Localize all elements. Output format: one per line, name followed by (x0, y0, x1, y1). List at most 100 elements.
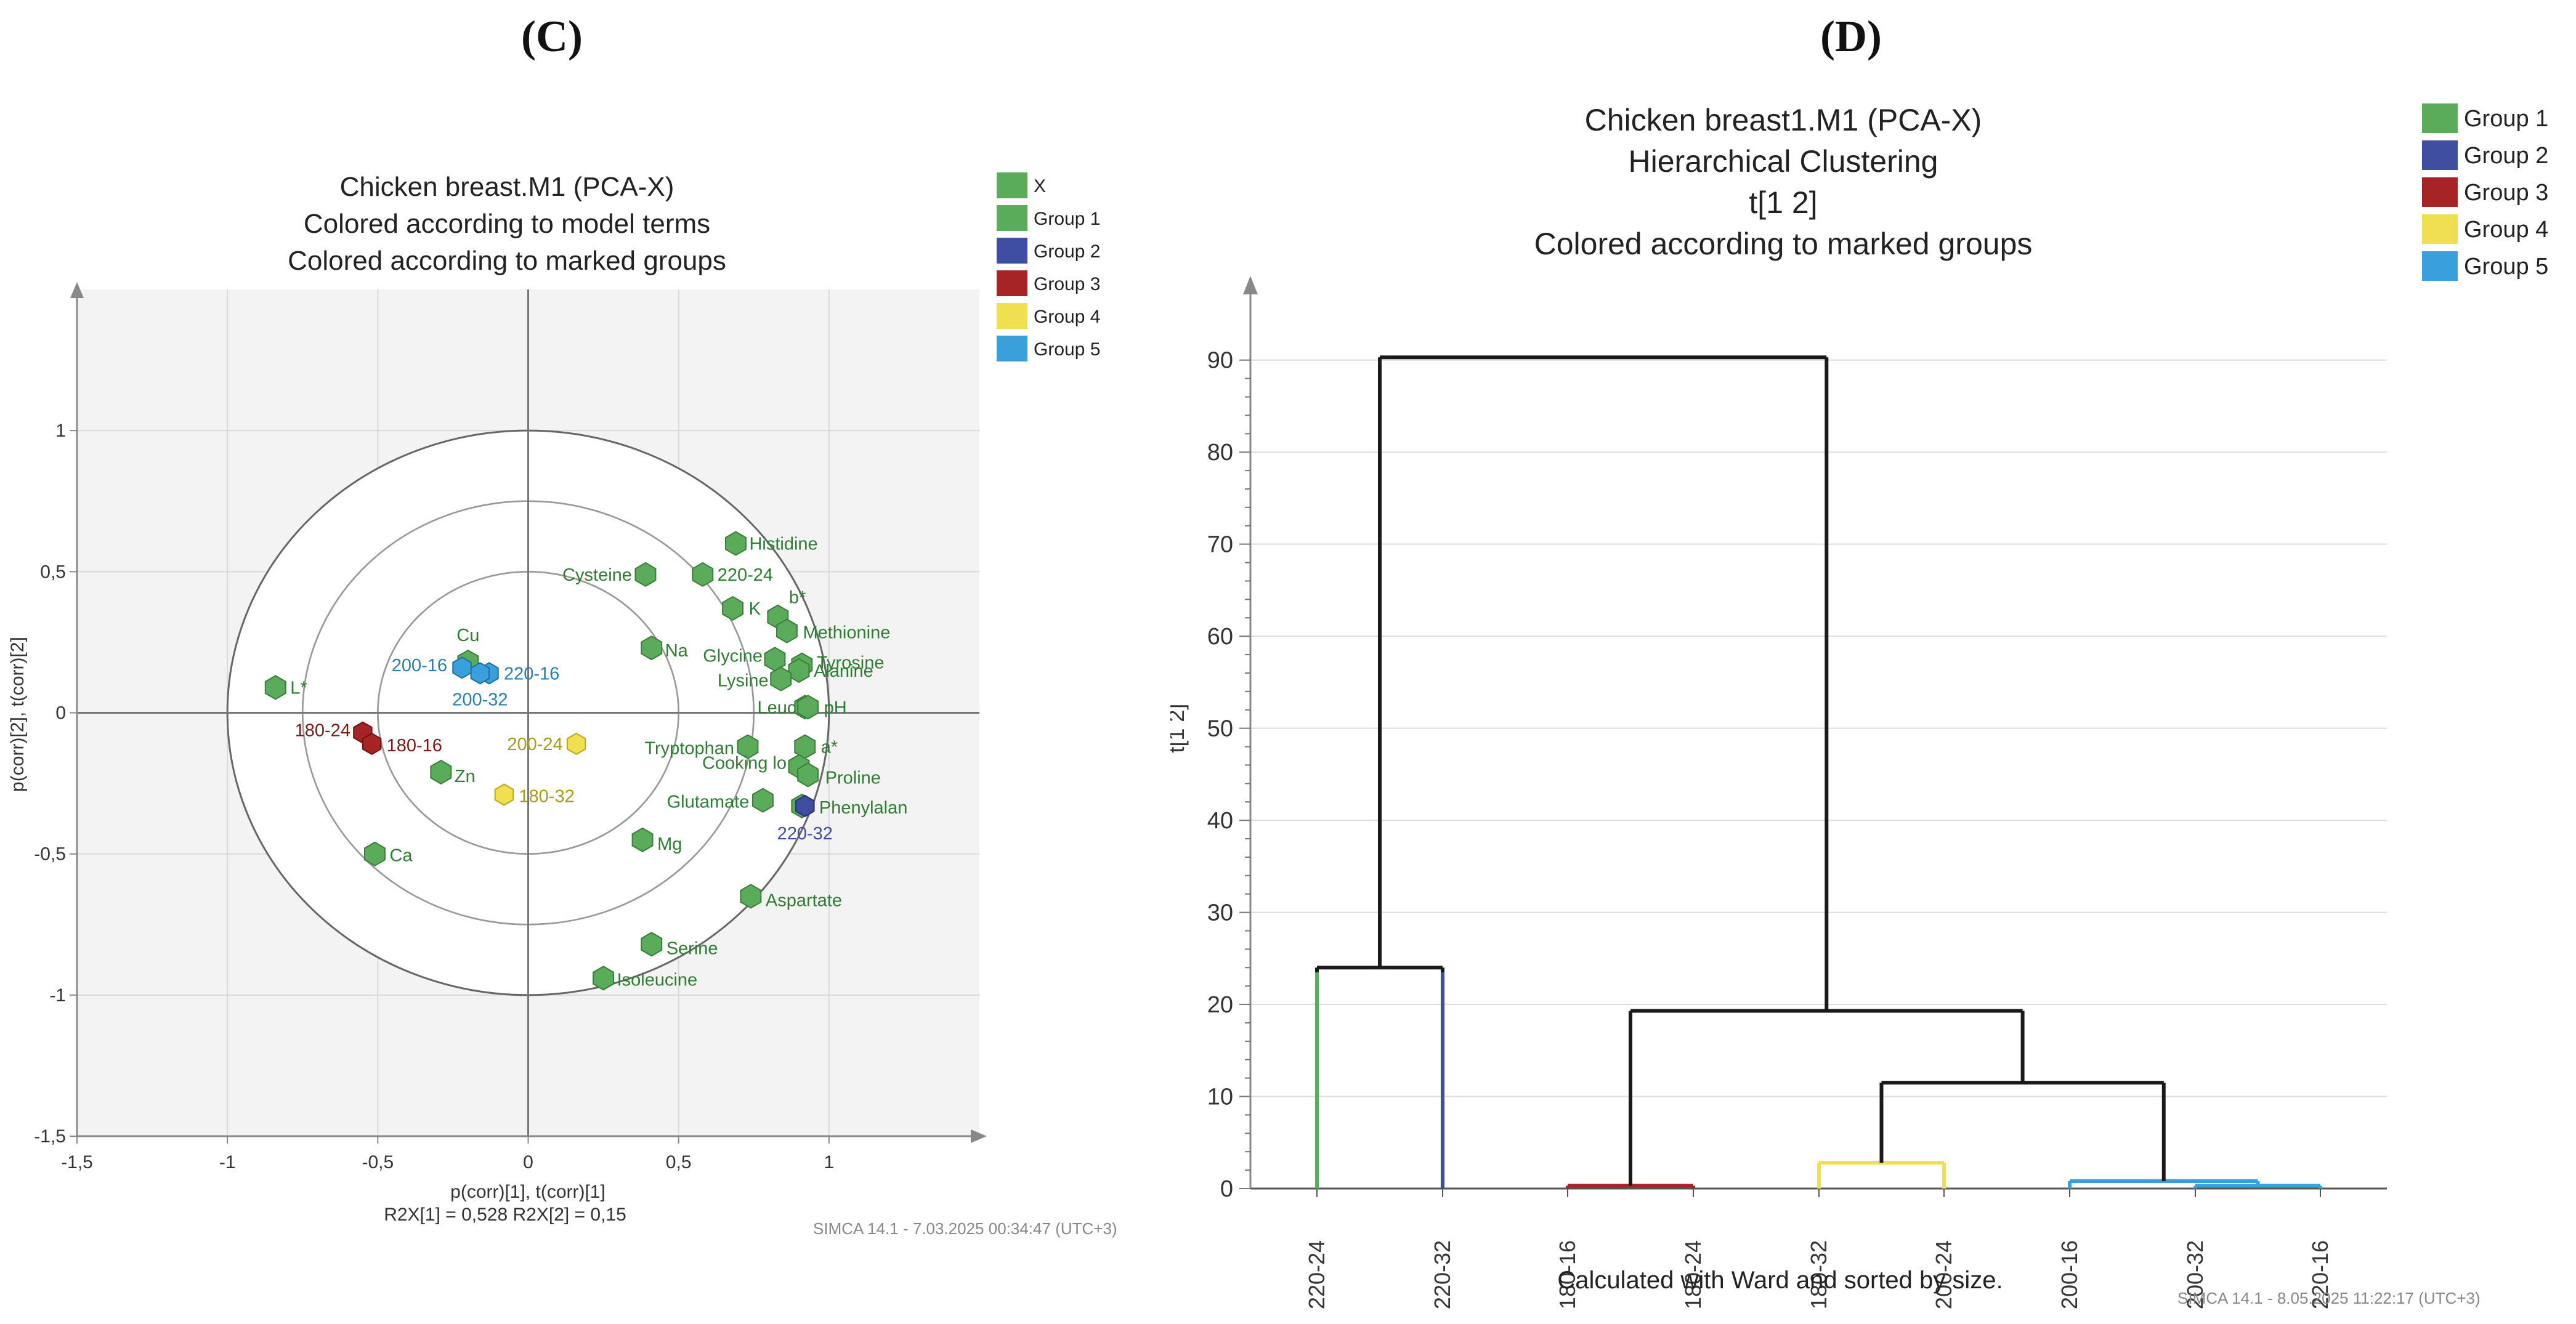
pca-biplot: Chicken breast.M1 (PCA-X) Colored accordi… (7, 172, 1100, 1225)
legend-label: Group 2 (2464, 143, 2548, 169)
loading-point (797, 695, 819, 720)
legend-swatch (2422, 214, 2458, 244)
legend-swatch (997, 238, 1027, 264)
leaf-label: 180-16 (1555, 1240, 1580, 1309)
score-point (494, 783, 514, 806)
score-point (362, 732, 382, 756)
loading-point (725, 531, 747, 556)
loading-label: Leuci (757, 698, 800, 717)
legend-swatch (2422, 177, 2458, 207)
loading-point (364, 841, 386, 866)
loading-label: Methionine (803, 623, 890, 643)
chart-d-title-line: Hierarchical Clustering (1629, 144, 1938, 179)
legend-label: X (1034, 176, 1046, 196)
loading-point (737, 734, 759, 759)
loading-label: Proline (825, 768, 881, 788)
legend-swatch (997, 303, 1027, 329)
score-label: 200-24 (507, 735, 562, 754)
leaf-label: 200-16 (2057, 1240, 2082, 1309)
y-axis-label: t[1 2] (1170, 704, 1189, 753)
legend-swatch (997, 172, 1027, 198)
loading-label: Cu (456, 626, 479, 645)
panel-d-letter: (D) (1820, 12, 1882, 61)
legend-label: Group 3 (1034, 274, 1100, 294)
y-tick-label: -1,5 (34, 1126, 66, 1147)
chart-d-title-line: Colored according to marked groups (1534, 227, 2033, 261)
loading-point (797, 762, 819, 788)
legend-label: Group 5 (2464, 254, 2548, 280)
x-tick-label: 1 (824, 1152, 834, 1173)
loading-label: Mg (657, 834, 682, 854)
y-tick-label: 90 (1207, 348, 1233, 374)
loading-label: Na (665, 641, 689, 661)
loading-label: Histidine (749, 535, 817, 554)
loading-label: b* (789, 588, 806, 608)
loading-label: Cysteine (562, 565, 632, 585)
y-tick-label: 50 (1207, 716, 1233, 742)
loading-label: Ca (389, 846, 413, 866)
x-axis-label: p(corr)[1], t(corr)[1] (450, 1182, 606, 1202)
loading-label: Phenylalan (819, 798, 908, 818)
loading-point (788, 658, 810, 683)
x-axis-arrow (971, 1129, 987, 1143)
leaf-label: 180-24 (1680, 1240, 1706, 1309)
legend-label: Group 1 (1034, 209, 1100, 229)
chart-c-title-line: Colored according to model terms (304, 209, 710, 239)
score-point (470, 662, 490, 685)
score-point (566, 732, 586, 756)
loading-label: Alanine (814, 661, 873, 681)
loading-point (776, 618, 798, 644)
y-tick-label: -0,5 (34, 844, 66, 865)
panel-c-letter: (C) (521, 12, 583, 61)
legend-swatch (2422, 251, 2458, 281)
leaf-label: 200-32 (2182, 1240, 2208, 1309)
y-tick-label: 70 (1207, 532, 1233, 558)
legend-label: Group 4 (2464, 217, 2548, 243)
loading-label: pH (824, 698, 847, 717)
legend-swatch (997, 270, 1027, 296)
x-tick-label: -1 (219, 1152, 236, 1173)
loading-label: L* (290, 678, 307, 698)
panel-d-footer: SIMCA 14.1 - 8.05.2025 11:22:17 (UTC+3) (2177, 1289, 2481, 1307)
x-tick-label: 0 (523, 1152, 533, 1173)
dendrogram-chart: Chicken breast1.M1 (PCA-X) Hierarchical C… (1170, 103, 2548, 1309)
loading-point (770, 666, 792, 692)
loading-label: Lysine (718, 671, 769, 691)
leaf-label: 220-32 (1430, 1240, 1455, 1309)
x-tick-label: -1,5 (61, 1152, 93, 1173)
legend-swatch (2422, 140, 2458, 170)
loading-label: a* (821, 738, 838, 757)
y-tick-label: 40 (1207, 808, 1233, 834)
loading-label: K (749, 599, 761, 619)
y-tick-label: 30 (1207, 900, 1233, 926)
y-tick-label: -1 (49, 985, 66, 1006)
score-label: 220-32 (777, 824, 833, 844)
loading-label: Isoleucine (617, 970, 698, 990)
y-tick-label: 10 (1207, 1084, 1233, 1110)
y-axis-label: p(corr)[2], t(corr)[2] (7, 637, 28, 792)
panel-c-footer: SIMCA 14.1 - 7.03.2025 00:34:47 (UTC+3) (813, 1219, 1117, 1238)
score-label: 180-16 (387, 736, 442, 756)
y-axis-arrow (70, 282, 84, 298)
loading-point (430, 759, 452, 785)
score-point (452, 656, 472, 679)
loading-label: Serine (666, 939, 718, 958)
loading-point (641, 932, 663, 957)
leaf-label: 220-24 (1304, 1240, 1329, 1309)
x-tick-label: -0,5 (362, 1152, 394, 1173)
chart-c-title-line: Colored according to marked groups (288, 246, 726, 276)
y-tick-label: 60 (1207, 624, 1233, 650)
loading-point (751, 788, 774, 813)
leaf-label: 220-16 (2307, 1240, 2333, 1309)
dendrogram-caption: Calculated with Ward and sorted by size. (1557, 1267, 2003, 1294)
loading-label: Glutamate (667, 793, 750, 812)
loading-point (722, 595, 743, 621)
leaf-label: 200-24 (1931, 1240, 1956, 1309)
x-tick-label: 0,5 (666, 1152, 692, 1173)
legend-label: Group 3 (2464, 180, 2548, 206)
loading-point (692, 562, 714, 587)
score-label: 220-16 (504, 664, 559, 684)
loading-point (264, 675, 286, 700)
legend-label: Group 1 (2464, 106, 2548, 132)
y-tick-label: 80 (1207, 440, 1233, 466)
